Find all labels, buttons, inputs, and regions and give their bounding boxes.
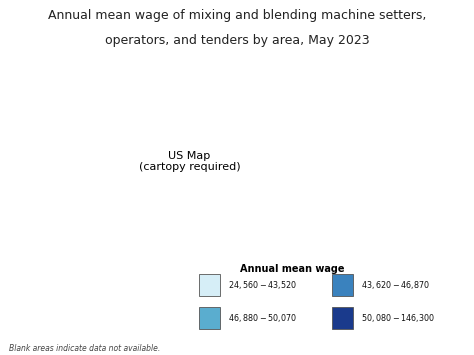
Text: $43,620 - $46,870: $43,620 - $46,870 — [361, 279, 430, 291]
Text: operators, and tenders by area, May 2023: operators, and tenders by area, May 2023 — [105, 34, 369, 47]
Bar — [332, 307, 353, 329]
Bar — [199, 307, 220, 329]
Text: $24,560 - $43,520: $24,560 - $43,520 — [228, 279, 297, 291]
Text: Annual mean wage: Annual mean wage — [240, 264, 344, 274]
Bar — [199, 274, 220, 295]
Text: Blank areas indicate data not available.: Blank areas indicate data not available. — [9, 344, 161, 353]
Text: Annual mean wage of mixing and blending machine setters,: Annual mean wage of mixing and blending … — [48, 9, 426, 22]
Text: $46,880 - $50,070: $46,880 - $50,070 — [228, 312, 297, 324]
Text: US Map
(cartopy required): US Map (cartopy required) — [139, 151, 240, 172]
Bar — [332, 274, 353, 295]
Text: $50,080 - $146,300: $50,080 - $146,300 — [361, 312, 435, 324]
